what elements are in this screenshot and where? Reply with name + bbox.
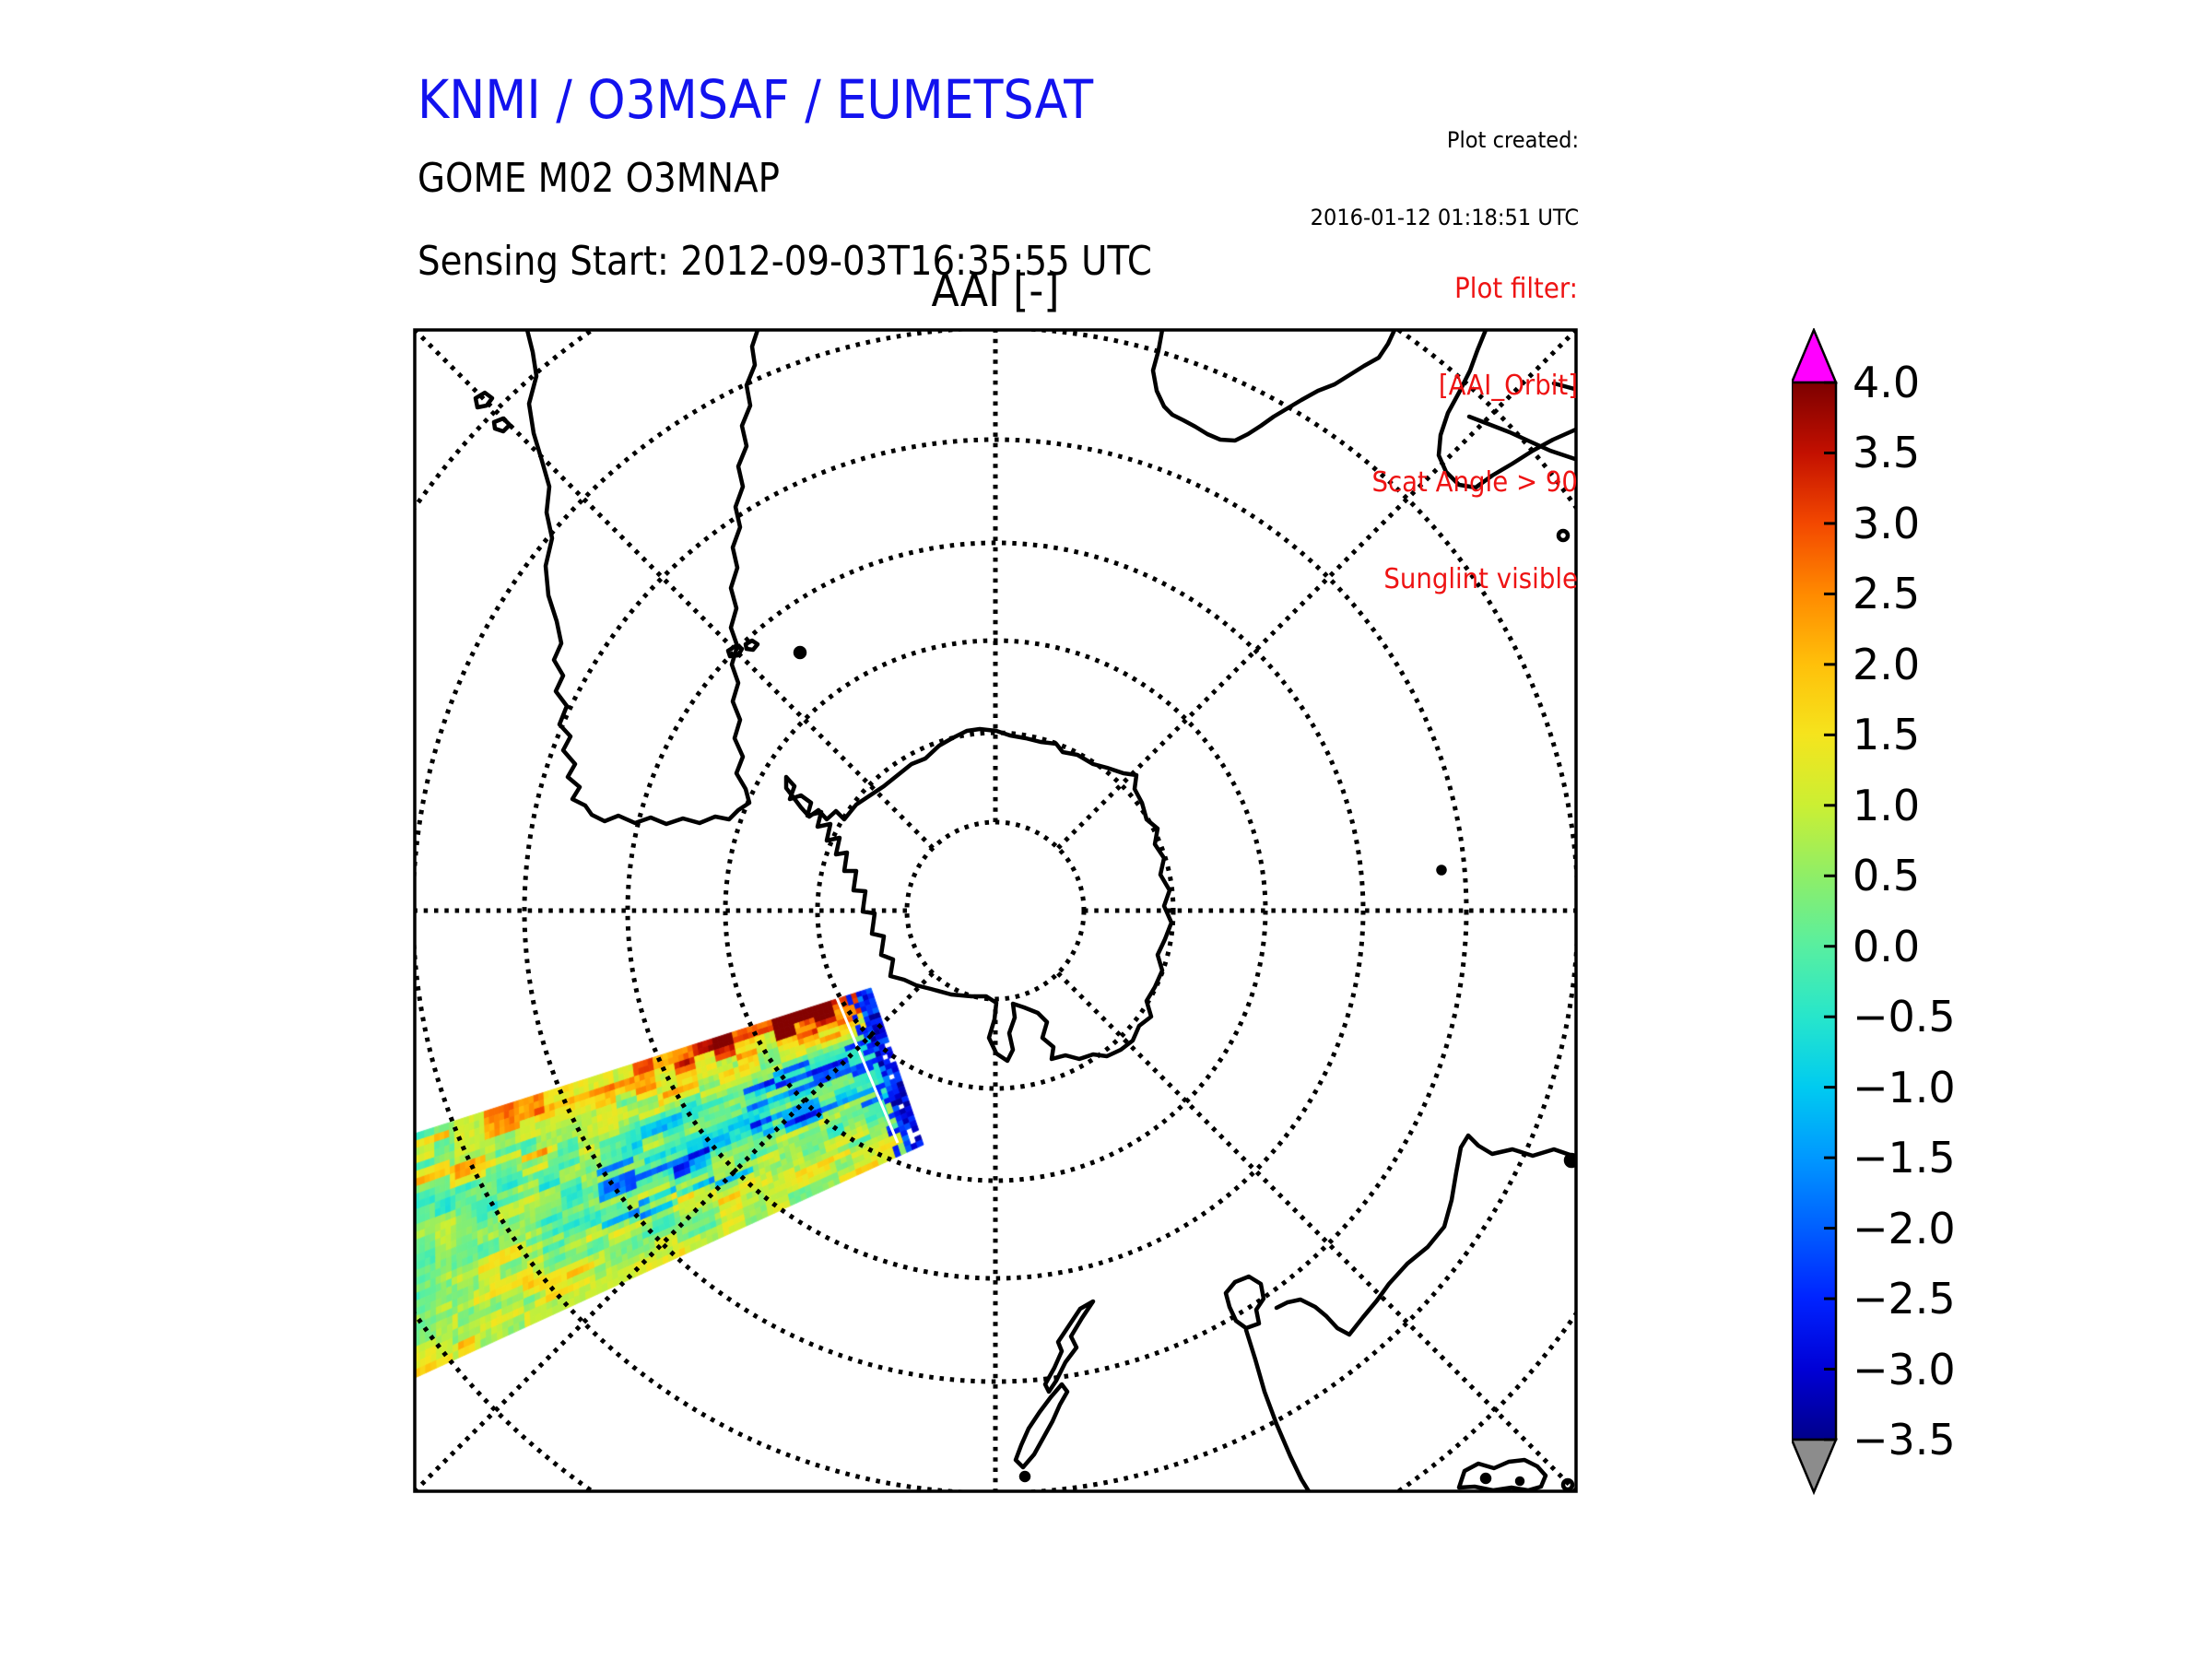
colorbar-tick-label: 2.0: [1853, 639, 1921, 689]
coast-australia: [1274, 1133, 1576, 1337]
latitude-circle: [815, 730, 1176, 1091]
coastlines: [473, 330, 1576, 1491]
colorbar-ticks: [1824, 381, 1836, 1441]
colorbar-tick-label: 2.5: [1853, 569, 1921, 619]
coast-falkland-islands: [725, 638, 760, 659]
meridian-line: [415, 330, 935, 850]
colorbar-tick-label: 3.5: [1853, 428, 1921, 478]
colorbar-under-arrow: [1792, 1438, 1838, 1496]
coast-tasmania: [1223, 1274, 1312, 1491]
colorbar-tick-label: 0.5: [1853, 851, 1921, 901]
colorbar-tick-label: −1.0: [1853, 1062, 1956, 1112]
colorbar-tick-label: −3.5: [1853, 1415, 1956, 1465]
plot-filter-block: Plot filter: [AAI_Orbit] Scat Angle > 90…: [1371, 208, 1578, 628]
coast-antarctica: [783, 726, 1174, 1064]
colorbar-tick-label: −2.0: [1853, 1203, 1956, 1253]
filter-line: Scat Angle > 90: [1371, 466, 1578, 499]
colorbar-tick-label: 3.0: [1853, 498, 1921, 548]
latitude-circle: [904, 819, 1087, 1002]
coast-bottom-islet-1: [1479, 1472, 1492, 1485]
coast-stewart-island: [1018, 1470, 1031, 1483]
page-title: KNMI / O3MSAF / EUMETSAT: [418, 68, 1094, 131]
coast-madagascar: [1436, 330, 1576, 490]
swath-gap-line: [833, 993, 900, 1144]
meridian-line: [1056, 971, 1576, 1491]
colorbar-tick-label: 1.5: [1853, 710, 1921, 760]
coast-bottom-islet-2: [1514, 1476, 1525, 1487]
coast-bottom-right-land: [1456, 1457, 1548, 1491]
filter-line: Plot filter:: [1454, 273, 1578, 305]
coast-south-africa: [1150, 330, 1397, 443]
sensing-start: Sensing Start: 2012-09-03T16:35:55 UTC: [418, 238, 1152, 285]
meridian-line: [415, 971, 935, 1491]
colorbar-gradient-bar: [1792, 381, 1838, 1441]
colorbar-over-arrow: [1792, 328, 1838, 384]
coast-kerguelen-islet: [1436, 865, 1447, 876]
plot-created-datetime: 2016-01-12 01:18:51 UTC: [1310, 205, 1579, 230]
coast-new-zealand: [1013, 1299, 1096, 1470]
colorbar-tick-label: −3.0: [1853, 1344, 1956, 1394]
coast-south-orkney-island: [793, 645, 807, 660]
coast-chile-islands: [473, 390, 512, 434]
latitude-circle: [625, 540, 1366, 1281]
coast-corner-islet: [1560, 1477, 1575, 1491]
colorbar-tick-label: −0.5: [1853, 992, 1956, 1042]
colorbar-tick-label: −1.5: [1853, 1133, 1956, 1183]
colorbar-tick-label: 1.0: [1853, 780, 1921, 830]
filter-line: Sunglint visible: [1383, 563, 1578, 595]
plot-created-block: Plot created: 2016-01-12 01:18:51 UTC: [1310, 76, 1579, 256]
colorbar-tick-label: 0.0: [1853, 921, 1921, 971]
colorbar: 4.0 3.5 3.0 2.5 2.0 1.5 1.0 0.5 0.0 −0.5 −1.0 −1.5 −…: [1792, 328, 2124, 1508]
colorbar-tick-label: −2.5: [1853, 1274, 1956, 1324]
filter-line: [AAI_Orbit]: [1438, 370, 1578, 402]
latitude-circle: [723, 638, 1268, 1183]
graticule-grid: [415, 330, 1576, 1491]
coast-south-america: [524, 330, 760, 827]
coast-indian-ocean-islet: [1556, 528, 1571, 543]
colorbar-tick-label: 4.0: [1853, 358, 1921, 407]
product-name: GOME M02 O3MNAP: [418, 155, 780, 202]
colorbar-graphic: [1792, 328, 1838, 1496]
meridian-line: [1056, 330, 1576, 850]
plot-created-label: Plot created:: [1446, 127, 1579, 153]
map-title: AAI [-]: [931, 265, 1060, 317]
map-frame: [413, 328, 1578, 1493]
latitude-circle: [522, 437, 1469, 1384]
coast-right-edge-islet: [1563, 1152, 1576, 1169]
